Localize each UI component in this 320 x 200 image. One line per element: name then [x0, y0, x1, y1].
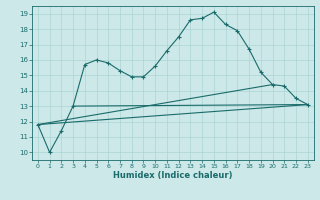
X-axis label: Humidex (Indice chaleur): Humidex (Indice chaleur)	[113, 171, 233, 180]
